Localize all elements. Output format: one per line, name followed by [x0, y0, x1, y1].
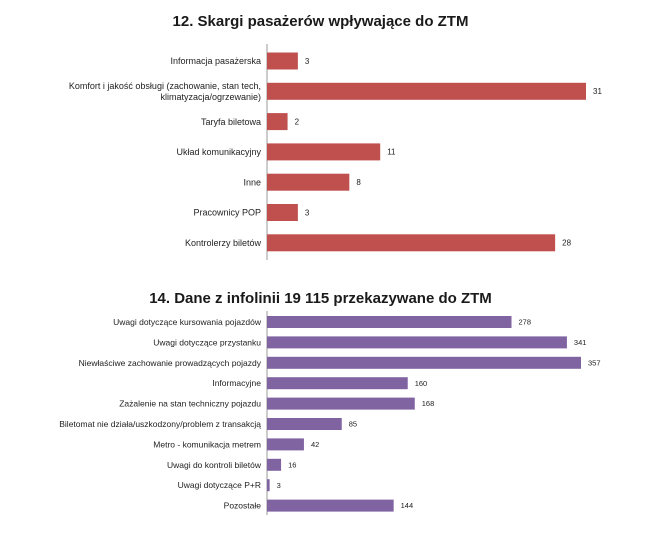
chart-0-category-label: Inne [243, 177, 261, 187]
chart-1-bar [267, 438, 304, 451]
chart-0-category-label: Pracownicy POP [193, 208, 261, 218]
chart-1-value-label: 3 [277, 481, 281, 490]
chart-0-bar [267, 113, 288, 131]
chart-1-category-label: Biletomat nie działa/uszkodzony/problem … [59, 419, 261, 429]
chart-1-value-label: 357 [588, 358, 601, 367]
chart-1-value-label: 85 [349, 420, 357, 429]
chart-1-category-label: Zażalenie na stan techniczny pojazdu [119, 399, 261, 409]
chart-0-category-label: Układ komunikacyjny [176, 147, 261, 157]
chart-0-category-label: Informacja pasażerska [170, 56, 261, 66]
chart-1-value-label: 144 [401, 501, 414, 510]
chart-0-bar [267, 143, 381, 161]
chart-1-bar [267, 479, 270, 492]
chart-0-value-label: 11 [387, 148, 396, 157]
chart-0-bar [267, 234, 556, 252]
chart-1-category-label: Uwagi dotyczące kursowania pojazdów [113, 317, 262, 327]
chart-1-value-label: 42 [311, 440, 319, 449]
chart-1-bar [267, 377, 408, 390]
chart-0-category-label: Kontrolerzy biletów [185, 238, 262, 248]
chart-0-value-label: 28 [562, 239, 571, 248]
chart-1-category-label: Metro - komunikacja metrem [153, 439, 261, 449]
chart-0-category-label: Komfort i jakość obsługi (zachowanie, st… [69, 81, 261, 91]
chart-1-bar [267, 316, 512, 328]
chart-1-bar [267, 499, 394, 512]
chart-1-bar [267, 336, 567, 349]
chart-1-bar [267, 397, 415, 410]
chart-0-value-label: 31 [593, 87, 602, 96]
chart-0-value-label: 3 [305, 208, 310, 217]
chart-0-bar [267, 52, 298, 70]
chart-1-category-label: Informacyjne [212, 378, 261, 388]
chart-0-category-label: Taryfa biletowa [201, 117, 261, 127]
chart-1-value-label: 16 [288, 460, 296, 469]
chart-1-value-label: 160 [415, 379, 428, 388]
chart-1-bar [267, 458, 282, 471]
chart-0-bar [267, 204, 298, 221]
chart-1-value-label: 168 [422, 399, 435, 408]
chart-1-category-label: Niewłaściwe zachowanie prowadzących poja… [79, 358, 262, 368]
chart-1-category-label: Uwagi dotyczące przystanku [153, 337, 261, 347]
chart-1-bar [267, 356, 581, 369]
chart-0-category-label: klimatyzacja/ogrzewanie) [160, 92, 261, 102]
chart-1-category-label: Uwagi do kontroli biletów [167, 460, 262, 470]
chart-1-value-label: 341 [574, 338, 587, 347]
chart-1-value-label: 278 [519, 318, 532, 327]
chart-1-title: 12. Skargi pasażerów wpływające do ZTM [172, 13, 469, 30]
chart-0-value-label: 8 [356, 178, 361, 187]
chart-0-value-label: 3 [305, 57, 310, 66]
chart-1-category-label: Uwagi dotyczące P+R [178, 480, 261, 490]
chart-0-bar [267, 173, 350, 191]
chart-0-value-label: 2 [295, 117, 300, 126]
chart-1-category-label: Pozostałe [224, 501, 262, 511]
chart-2-title: 14. Dane z infolinii 19 115 przekazywane… [149, 290, 492, 307]
chart-0-bar [267, 82, 586, 100]
chart-1-bar [267, 418, 342, 430]
